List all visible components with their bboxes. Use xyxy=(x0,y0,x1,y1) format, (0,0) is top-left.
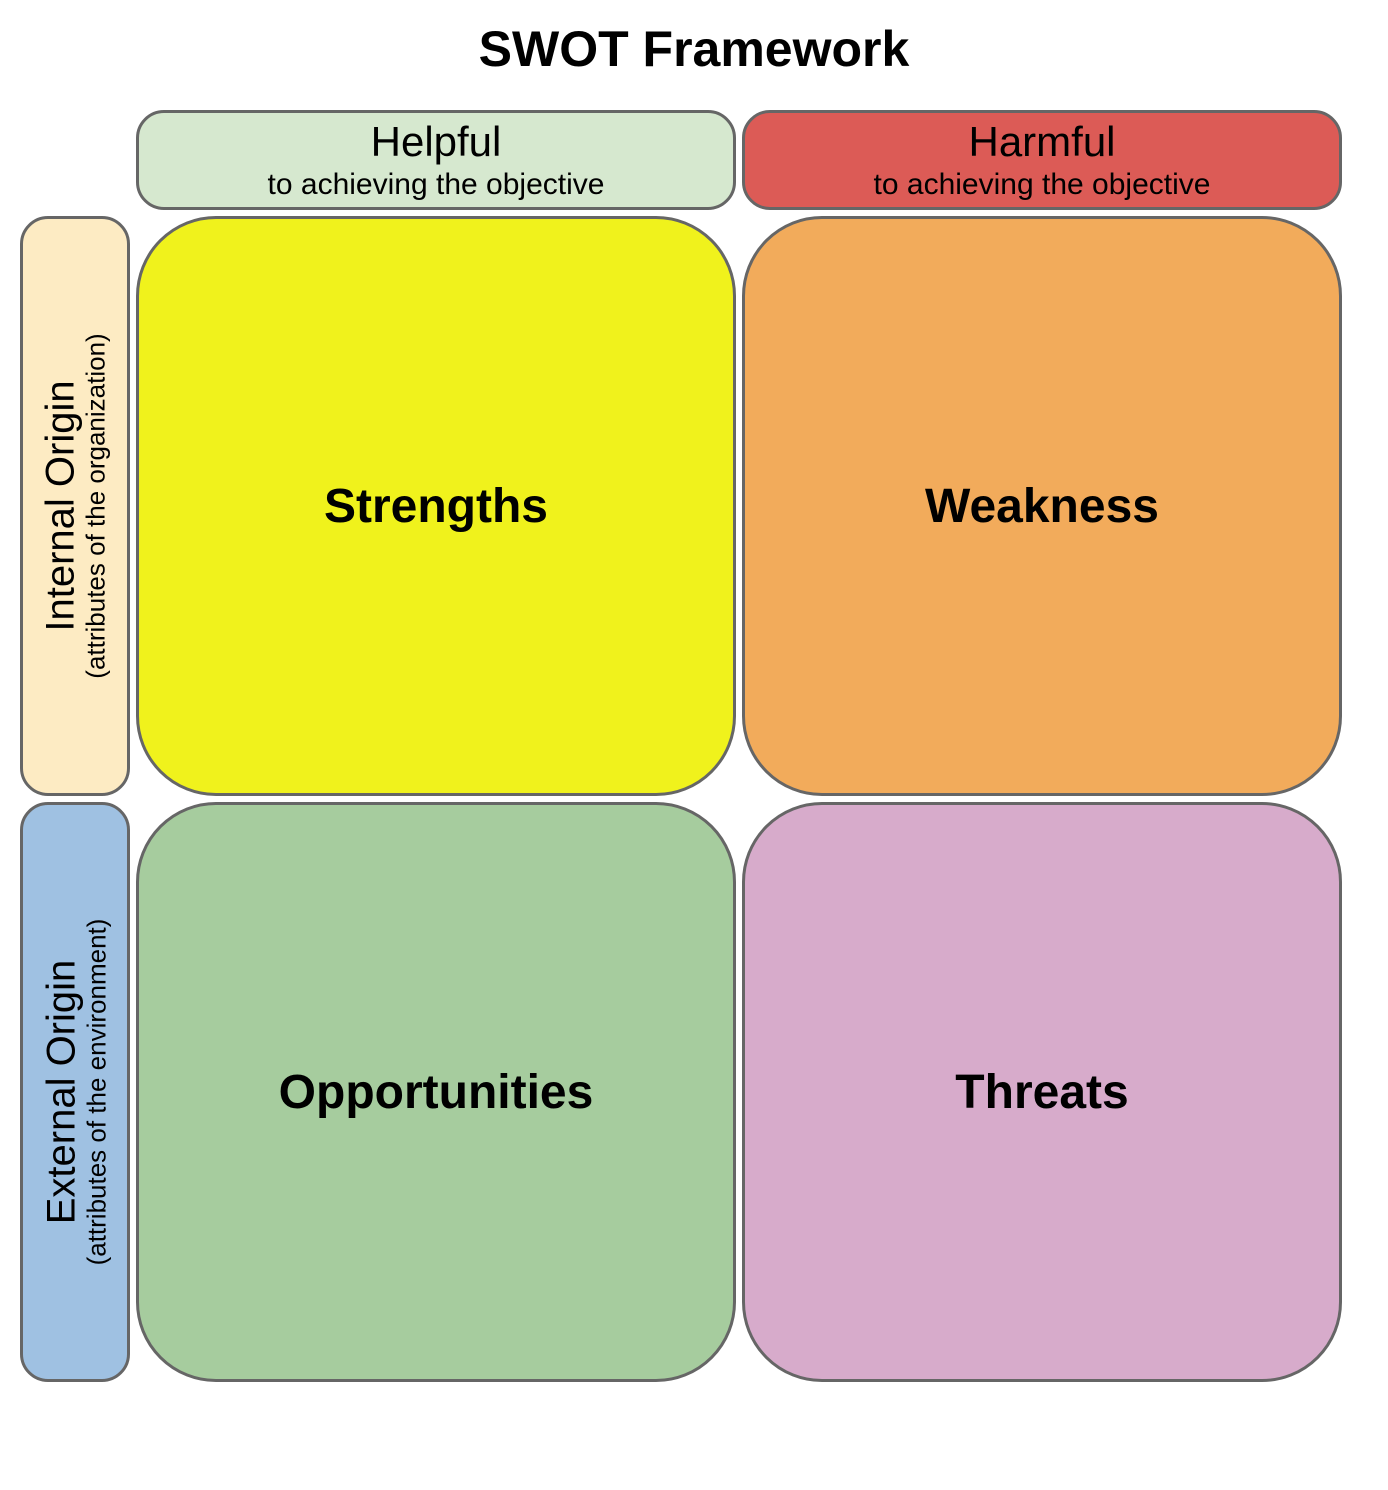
quadrant-strengths-label: Strengths xyxy=(324,479,548,534)
row-header-internal-sub: (attributes of the organization) xyxy=(83,333,109,678)
swot-grid: Helpful to achieving the objective Harmf… xyxy=(20,110,1342,1382)
row-header-external: External Origin (attributes of the envir… xyxy=(20,802,130,1382)
row-header-external-main: External Origin xyxy=(41,960,81,1225)
col-header-harmful: Harmful to achieving the objective xyxy=(742,110,1342,210)
swot-canvas: SWOT Framework Helpful to achieving the … xyxy=(0,0,1388,1490)
row-header-internal: Internal Origin (attributes of the organ… xyxy=(20,216,130,796)
col-header-helpful-sub: to achieving the objective xyxy=(268,168,605,201)
quadrant-opportunities: Opportunities xyxy=(136,802,736,1382)
quadrant-threats: Threats xyxy=(742,802,1342,1382)
quadrant-weakness: Weakness xyxy=(742,216,1342,796)
row-header-external-sub: (attributes of the environment) xyxy=(83,919,109,1266)
quadrant-threats-label: Threats xyxy=(955,1065,1128,1120)
row-header-internal-main: Internal Origin xyxy=(41,380,81,631)
diagram-title: SWOT Framework xyxy=(0,20,1388,78)
quadrant-weakness-label: Weakness xyxy=(925,479,1159,534)
quadrant-strengths: Strengths xyxy=(136,216,736,796)
col-header-helpful-main: Helpful xyxy=(371,119,502,165)
col-header-helpful: Helpful to achieving the objective xyxy=(136,110,736,210)
col-header-harmful-sub: to achieving the objective xyxy=(874,168,1211,201)
quadrant-opportunities-label: Opportunities xyxy=(279,1065,594,1120)
col-header-harmful-main: Harmful xyxy=(968,119,1115,165)
